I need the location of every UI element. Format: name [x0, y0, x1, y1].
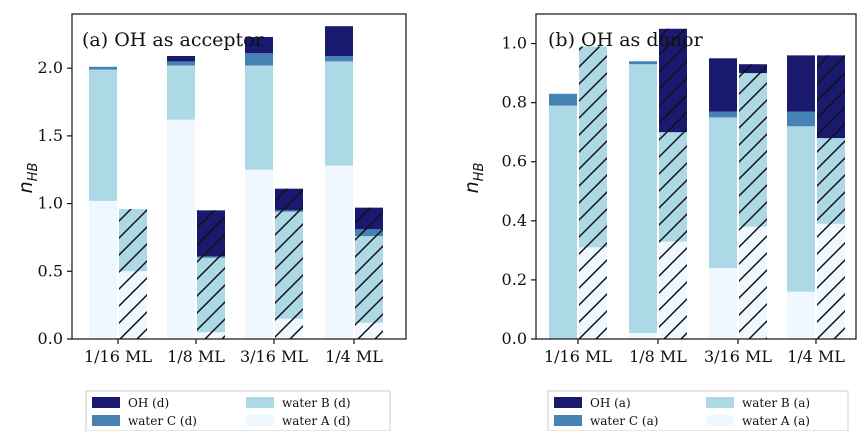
panel-b-legend-swatch — [706, 397, 734, 408]
panel-a-bar-plain-3-series-0 — [325, 165, 353, 339]
panel-a-bar-plain-1-series-1 — [167, 65, 195, 120]
panel-b-legend-label: water C (a) — [590, 414, 658, 428]
panel-b-ylabel-sub: HB — [472, 163, 487, 182]
panel-b-bar-plain-0-series-1 — [549, 105, 577, 339]
panel-a-ylabel-main: n — [15, 181, 37, 193]
panel-b-bar-hatch-0 — [579, 46, 607, 339]
panel-b-xtick-label: 1/4 ML — [787, 347, 845, 366]
panel-a-xticks: 1/16 ML 1/8 ML 3/16 ML 1/4 ML — [84, 339, 383, 366]
panel-a-bar-plain-2-series-3 — [245, 37, 273, 54]
panel-b-bar-plain-1-series-1 — [629, 64, 657, 334]
panel-b-ylabel: nHB — [461, 163, 487, 194]
panel-b-bar-hatch-2 — [739, 64, 767, 340]
panel-a-bar-plain-2-series-0 — [245, 169, 273, 339]
panel-b-ytick-label: 0.4 — [502, 211, 527, 230]
panel-a-bar-hatch-1 — [197, 210, 225, 339]
panel-a-ytick-label: 0.0 — [38, 329, 63, 348]
panel-a-yticks: 0.0 0.5 1.0 1.5 2.0 — [38, 58, 72, 348]
panel-b-legend-label: water B (a) — [742, 396, 810, 410]
panel-b-bar-hatch-3 — [817, 55, 845, 339]
panel-b-ytick-label: 0.2 — [502, 270, 527, 289]
panel-a-legend-swatch — [92, 415, 120, 426]
panel-b-legend-label: water A (a) — [742, 414, 810, 428]
panel-a-ytick-label: 2.0 — [38, 58, 63, 77]
panel-b-xtick-label: 1/8 ML — [629, 347, 687, 366]
panel-a-title: (a) OH as acceptor — [82, 29, 265, 51]
panel-b-xticks: 1/16 ML 1/8 ML 3/16 ML 1/4 ML — [544, 339, 845, 366]
panel-b-ytick-label: 0.8 — [502, 93, 527, 112]
panel-a-legend-box — [85, 390, 391, 431]
panel-a-legend-label: OH (d) — [128, 396, 169, 410]
panel-b-bar-hatch-1 — [659, 28, 687, 339]
panel-b-legend-label: OH (a) — [590, 396, 631, 410]
panel-a-bar-plain-3-series-1 — [325, 61, 353, 166]
panel-b-ylabel-main: n — [461, 181, 483, 193]
panel-b-legend-box — [547, 390, 849, 431]
panel-a-ytick-label: 1.5 — [38, 126, 63, 145]
panel-a-ytick-label: 1.0 — [38, 194, 63, 213]
panel-a-xtick-label: 1/16 ML — [84, 347, 152, 366]
panel-a-bar-plain-0-series-2 — [89, 66, 117, 70]
panel-b-legend-swatch — [706, 415, 734, 426]
panel-b-bar-plain-0-series-2 — [549, 93, 577, 106]
panel-b-yticks: 0.0 0.2 0.4 0.6 0.8 1.0 — [502, 34, 536, 348]
panel-a-bar-plain-2-series-2 — [245, 53, 273, 66]
panel-b-bar-plain-2-series-1 — [709, 117, 737, 269]
panel-a-bar-plain-1-series-2 — [167, 61, 195, 66]
panel-b-ytick-label: 1.0 — [502, 34, 527, 53]
panel-b-bar-plain-3-series-1 — [787, 126, 815, 292]
panel-b-bars — [549, 28, 845, 340]
panel-b-bar-plain-1-series-0 — [629, 333, 657, 339]
panel-b-legend-swatch — [554, 415, 582, 426]
panel-a-xtick-label: 1/8 ML — [167, 347, 225, 366]
panel-b-bar-plain-3-series-2 — [787, 111, 815, 127]
panel-b-frame — [535, 13, 857, 340]
panel-a-bar-plain-3-series-3 — [325, 26, 353, 56]
panel-a-legend-swatch — [246, 415, 274, 426]
panel-a-ytick-label: 0.5 — [38, 261, 63, 280]
panel-a-bar-plain-3-series-2 — [325, 55, 353, 62]
panel-a-ylabel-sub: HB — [26, 163, 41, 182]
panel-b-bar-plain-2-series-0 — [709, 268, 737, 339]
panel-a-legend-label: water A (d) — [282, 414, 350, 428]
panel-a-xtick-label: 3/16 ML — [240, 347, 308, 366]
panel-a-bar-plain-2-series-1 — [245, 65, 273, 170]
panel-a-ylabel: nHB — [15, 163, 41, 194]
panel-a-bar-plain-1-series-3 — [167, 55, 195, 62]
panel-a-legend-swatch — [92, 397, 120, 408]
panel-b-title: (b) OH as donor — [548, 29, 704, 51]
panel-a-bar-plain-1-series-0 — [167, 119, 195, 339]
panel-b-bar-plain-1-series-2 — [629, 61, 657, 65]
panel-a-bar-hatch-2 — [275, 188, 303, 339]
panel-b-xtick-label: 1/16 ML — [544, 347, 612, 366]
panel-b-bar-plain-3-series-3 — [787, 55, 815, 112]
panel-b-ytick-label: 0.0 — [502, 329, 527, 348]
panel-a-bar-plain-0-series-0 — [89, 200, 117, 339]
panel-a-legend-swatch — [246, 397, 274, 408]
panel-a-xtick-label: 1/4 ML — [325, 347, 383, 366]
panel-b-ytick-label: 0.6 — [502, 152, 527, 171]
panel-a: 0.0 0.5 1.0 1.5 2.0 1/16 ML 1/8 ML 3/16 ML 1/4 … — [15, 13, 407, 431]
panel-b-xtick-label: 3/16 ML — [704, 347, 772, 366]
panel-a-bar-plain-0-series-1 — [89, 69, 117, 201]
panel-a-legend: OH (d) water B (d) water C (d) water A (d) — [85, 390, 391, 431]
panel-b-bar-plain-3-series-0 — [787, 291, 815, 339]
panel-a-bar-hatch-0 — [119, 209, 147, 339]
panel-b-legend-swatch — [554, 397, 582, 408]
panel-a-frame — [71, 13, 407, 340]
panel-b-bar-plain-2-series-3 — [709, 58, 737, 112]
panel-a-bar-hatch-3 — [355, 207, 383, 339]
panel-a-legend-label: water C (d) — [128, 414, 197, 428]
panel-b: 0.00.20.40.60.81.0 1/16 ML 1/8 ML 3/16 ML 1… — [461, 13, 857, 431]
panel-b-bar-plain-2-series-2 — [709, 111, 737, 118]
panel-a-legend-label: water B (d) — [282, 396, 351, 410]
panel-a-bars — [89, 26, 383, 339]
panel-b-legend: OH (a) water B (a) water C (a) water A (a) — [547, 390, 849, 431]
